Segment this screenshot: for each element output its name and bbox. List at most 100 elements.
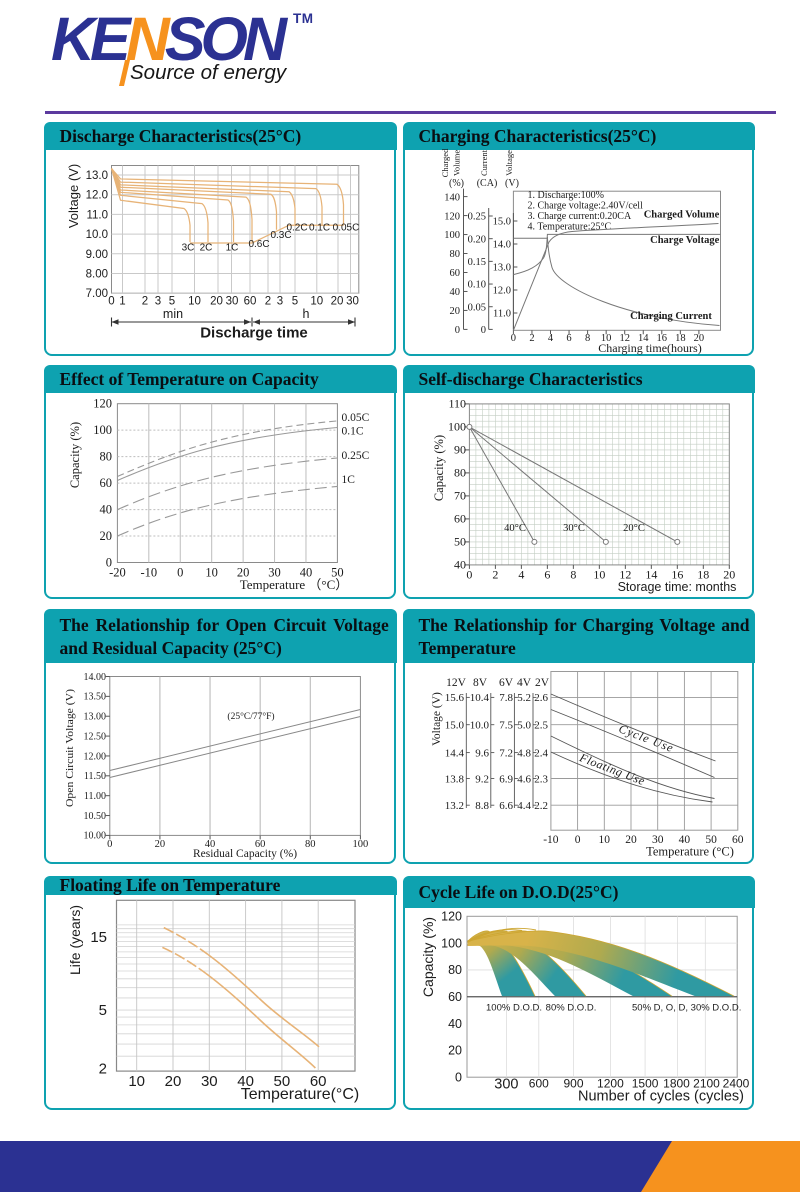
svg-text:14.00: 14.00 [84,672,107,683]
svg-text:0.1C: 0.1C [342,426,364,438]
svg-text:(V): (V) [505,178,519,189]
svg-text:1. Discharge:100%: 1. Discharge:100% [528,190,604,201]
svg-text:40°C: 40°C [504,523,526,534]
svg-text:4.6: 4.6 [517,773,531,785]
svg-text:40: 40 [100,503,113,517]
svg-text:0.10: 0.10 [468,280,486,291]
svg-text:20: 20 [450,306,461,317]
svg-text:110: 110 [448,397,466,411]
svg-text:Number of cycles (cycles): Number of cycles (cycles) [578,1089,744,1105]
svg-text:Open Circuit Voltage (V): Open Circuit Voltage (V) [64,689,76,807]
svg-text:Charging time(hours): Charging time(hours) [598,341,701,355]
svg-text:80: 80 [448,963,462,977]
svg-text:-10: -10 [543,834,559,846]
svg-text:Charged: Charged [440,148,450,177]
svg-text:15: 15 [90,929,107,946]
svg-text:120: 120 [93,397,112,411]
svg-text:Temperature(°C): Temperature(°C) [241,1086,359,1103]
svg-text:-10: -10 [140,566,157,580]
svg-text:40: 40 [205,839,216,850]
svg-text:60: 60 [244,296,257,308]
svg-text:12.50: 12.50 [84,731,107,742]
svg-text:5.2: 5.2 [517,692,531,704]
svg-text:20: 20 [448,1044,462,1058]
svg-text:80: 80 [305,839,316,850]
svg-text:30: 30 [268,566,281,580]
svg-text:0.25C: 0.25C [342,450,370,462]
svg-text:2C: 2C [200,243,213,254]
svg-text:60: 60 [255,839,266,850]
svg-text:Voltage (V): Voltage (V) [431,692,443,746]
svg-text:20: 20 [155,839,166,850]
svg-text:Floating Use: Floating Use [577,750,648,788]
svg-text:900: 900 [563,1077,583,1091]
svg-text:6: 6 [544,568,550,582]
svg-text:15.0: 15.0 [493,217,511,228]
svg-text:1: 1 [119,296,125,308]
svg-text:Temperature （°C）: Temperature （°C） [240,577,349,592]
svg-text:10.4: 10.4 [470,692,490,704]
svg-text:20: 20 [723,568,735,582]
svg-text:4V: 4V [517,677,532,689]
svg-text:100% D.O.D.: 100% D.O.D. [486,1003,542,1014]
svg-text:2: 2 [142,296,148,308]
svg-text:9.00: 9.00 [86,249,108,261]
svg-text:20: 20 [625,834,637,846]
svg-text:7.8: 7.8 [499,692,513,704]
svg-text:1200: 1200 [597,1077,624,1091]
svg-text:0: 0 [511,333,516,344]
svg-text:Cycle Use: Cycle Use [617,721,676,755]
svg-text:h: h [303,307,310,321]
svg-text:0.2C: 0.2C [286,223,307,234]
svg-text:6: 6 [566,333,571,344]
svg-text:70: 70 [454,489,466,503]
svg-text:20: 20 [331,296,344,308]
svg-text:8: 8 [585,333,590,344]
svg-text:4: 4 [548,333,554,344]
svg-text:13.2: 13.2 [445,800,464,812]
svg-text:Voltage (V): Voltage (V) [66,164,81,228]
svg-text:20: 20 [100,529,113,543]
svg-text:15.0: 15.0 [445,720,465,732]
svg-text:15.6: 15.6 [445,692,465,704]
svg-text:(CA): (CA) [477,178,498,189]
svg-text:0: 0 [466,568,472,582]
svg-text:10.0: 10.0 [86,229,108,241]
svg-text:13.0: 13.0 [493,263,511,274]
svg-text:40: 40 [300,566,313,580]
svg-text:4: 4 [518,568,524,582]
svg-text:20: 20 [210,296,223,308]
svg-text:12: 12 [619,333,630,344]
svg-text:0.05: 0.05 [468,302,486,313]
svg-text:3. Charge current:0.20CA: 3. Charge current:0.20CA [528,211,632,222]
svg-text:9.6: 9.6 [475,747,489,759]
svg-text:2: 2 [492,568,498,582]
svg-text:0.6C: 0.6C [248,239,269,250]
svg-text:Charged Volume: Charged Volume [644,210,720,221]
svg-text:11.0: 11.0 [493,309,511,320]
svg-text:50: 50 [705,834,717,846]
svg-text:30: 30 [226,296,239,308]
svg-text:10: 10 [593,568,605,582]
svg-text:12.00: 12.00 [84,751,107,762]
svg-text:13.50: 13.50 [84,692,107,703]
svg-text:5: 5 [99,1002,107,1019]
svg-text:4.4: 4.4 [517,800,531,812]
svg-text:18: 18 [697,568,709,582]
svg-text:Discharge time: Discharge time [200,325,308,342]
svg-text:50% D, O, D,: 50% D, O, D, [632,1003,688,1014]
svg-text:14.4: 14.4 [445,747,465,759]
svg-text:(%): (%) [449,178,464,189]
svg-text:30% D.O.D.: 30% D.O.D. [691,1003,742,1014]
svg-text:2.5: 2.5 [534,720,548,732]
svg-text:30: 30 [652,834,664,846]
svg-text:16: 16 [671,568,683,582]
svg-text:11.0: 11.0 [86,209,108,221]
svg-text:10.0: 10.0 [470,720,490,732]
svg-text:(25°C/77°F): (25°C/77°F) [227,711,274,722]
svg-text:120: 120 [444,211,460,222]
svg-text:60: 60 [450,268,461,279]
svg-text:7.2: 7.2 [499,747,513,759]
svg-text:120: 120 [441,910,462,924]
svg-text:100: 100 [353,839,369,850]
